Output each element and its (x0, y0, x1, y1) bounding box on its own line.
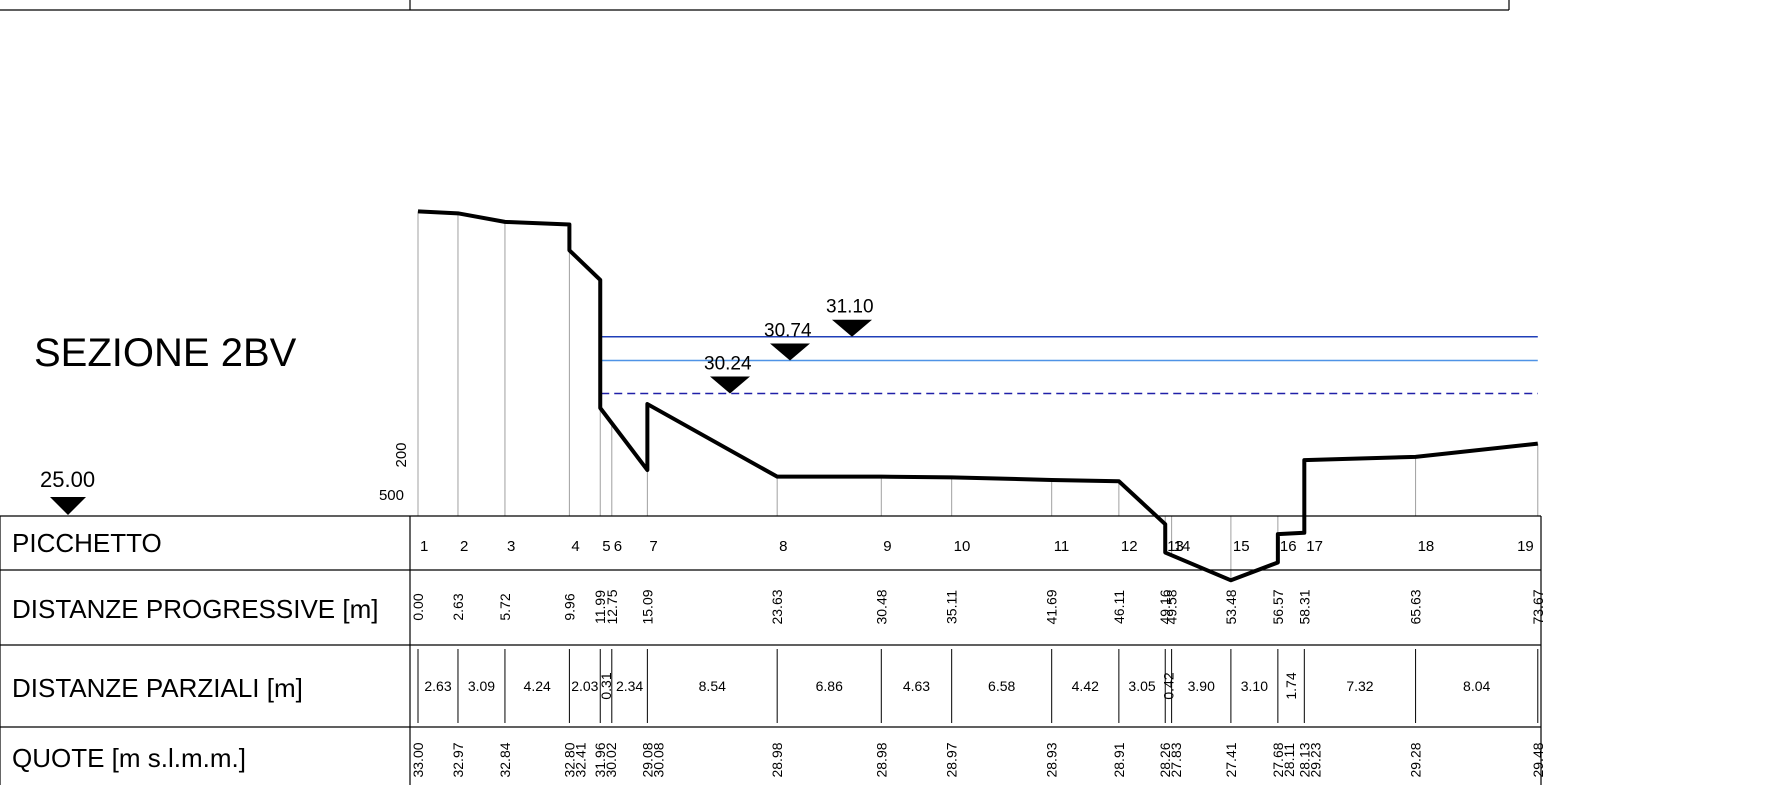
quote-cell: 29.23 (1307, 742, 1323, 777)
reference-level-label: 25.00 (40, 467, 95, 492)
progressive-cell: 65.63 (1408, 589, 1424, 624)
vertical-scale-label: 200 (393, 442, 410, 467)
progressive-cell: 58.31 (1296, 589, 1312, 624)
upper-table-remnant (0, 0, 1509, 10)
row-label-partial: DISTANZE PARZIALI [m] (12, 673, 303, 703)
quote-cell: 27.83 (1168, 742, 1184, 777)
water-level-triangle-icon (710, 377, 750, 394)
water-level-label: 30.74 (764, 321, 812, 342)
progressive-cell: 9.96 (561, 593, 577, 620)
quote-cell: 29.28 (1408, 742, 1424, 777)
ground-profile (418, 211, 1538, 580)
progressive-cell: 23.63 (769, 589, 785, 624)
picchetto-cell: 8 (779, 538, 787, 555)
progressive-cell: 53.48 (1223, 589, 1239, 624)
progressive-cell: 0.00 (410, 593, 426, 620)
picchetto-cell: 9 (883, 538, 891, 555)
picchetto-cell: 18 (1418, 538, 1435, 555)
quote-cell: 32.41 (572, 742, 588, 777)
partial-cell: 1.74 (1283, 672, 1299, 699)
quote-cell: 30.02 (603, 742, 619, 777)
picchetto-cell: 16 (1280, 538, 1297, 555)
picchetto-cell: 6 (614, 538, 622, 555)
section-title: SEZIONE 2BV (34, 331, 297, 375)
partial-cell: 6.58 (988, 678, 1015, 694)
picchetto-cell: 12 (1121, 538, 1138, 555)
quote-cell: 28.11 (1281, 743, 1297, 777)
reference-level-triangle-icon (50, 497, 86, 515)
partial-cell: 3.09 (468, 678, 495, 694)
horizontal-scale-label: 500 (379, 487, 404, 504)
progressive-cell: 35.11 (944, 590, 960, 624)
partial-cell: 0.42 (1160, 672, 1176, 699)
partial-cell: 2.03 (571, 678, 598, 694)
picchetto-cell: 11 (1054, 538, 1070, 555)
progressive-cell: 5.72 (497, 593, 513, 620)
picchetto-cell: 7 (649, 538, 657, 555)
progressive-cell: 41.69 (1044, 589, 1060, 624)
picchetto-cell: 17 (1306, 538, 1323, 555)
quote-cell: 28.98 (769, 742, 785, 777)
partial-cell: 8.54 (699, 678, 726, 694)
row-label-picchetto: PICCHETTO (12, 528, 162, 558)
water-level-triangle-icon (832, 320, 872, 337)
partial-cell: 7.32 (1346, 678, 1373, 694)
picchetto-cell: 10 (954, 538, 971, 555)
ground-profile-line (418, 211, 1538, 580)
progressive-cell: 2.63 (450, 593, 466, 620)
progressive-cell: 12.75 (604, 589, 620, 624)
water-level-triangle-icon (770, 344, 810, 361)
picchetto-cell: 1 (420, 538, 428, 555)
picchetto-cell: 19 (1517, 538, 1534, 555)
quote-cell: 29.48 (1530, 742, 1546, 777)
quote-cell: 32.84 (497, 742, 513, 777)
partial-cell: 2.63 (424, 678, 451, 694)
progressive-cell: 46.11 (1111, 590, 1127, 624)
picchetto-cell: 15 (1233, 538, 1250, 555)
quote-cell: 32.97 (450, 742, 466, 777)
progressive-cell: 15.09 (639, 589, 655, 624)
data-table: PICCHETTO DISTANZE PROGRESSIVE [m] DISTA… (0, 516, 1546, 785)
quote-cell: 27.41 (1223, 742, 1239, 777)
quote-cell: 30.08 (650, 742, 666, 777)
progressive-cell: 49.58 (1164, 589, 1180, 624)
progressive-cell: 30.48 (873, 589, 889, 624)
quote-cell: 28.98 (873, 742, 889, 777)
partial-cell: 6.86 (816, 678, 843, 694)
quote-cell: 33.00 (410, 742, 426, 777)
picchetto-cell: 5 (602, 538, 610, 555)
picchetto-cell: 3 (507, 538, 515, 555)
partial-cell: 4.24 (524, 678, 551, 694)
quote-cell: 28.97 (944, 742, 960, 777)
water-level-markers: 30.24 30.74 31.10 (704, 297, 874, 394)
progressive-cell: 56.57 (1270, 589, 1286, 624)
quote-cell: 28.93 (1044, 742, 1060, 777)
partial-cell: 4.42 (1072, 678, 1099, 694)
partial-cell: 3.05 (1128, 678, 1155, 694)
progressive-cell: 73.67 (1530, 589, 1546, 624)
picchetto-cell: 2 (460, 538, 468, 555)
partial-cell: 8.04 (1463, 678, 1490, 694)
water-level-label: 30.24 (704, 354, 752, 375)
partial-cell: 3.90 (1188, 678, 1215, 694)
water-level-label: 31.10 (826, 297, 874, 318)
partial-cell: 4.63 (903, 678, 930, 694)
partial-cell: 3.10 (1241, 678, 1268, 694)
table-cells: 1 0.00 33.00 2 2.63 32.97 3 5.72 32.84 4 9.96 32.80… (410, 538, 1546, 778)
picchetto-cell: 14 (1174, 538, 1191, 555)
row-label-progressive: DISTANZE PROGRESSIVE [m] (12, 594, 378, 624)
row-label-quote: QUOTE [m s.l.m.m.] (12, 743, 246, 773)
partial-cell: 2.34 (616, 678, 643, 694)
picchetto-cell: 4 (571, 538, 579, 555)
quote-cell: 28.91 (1111, 742, 1127, 777)
